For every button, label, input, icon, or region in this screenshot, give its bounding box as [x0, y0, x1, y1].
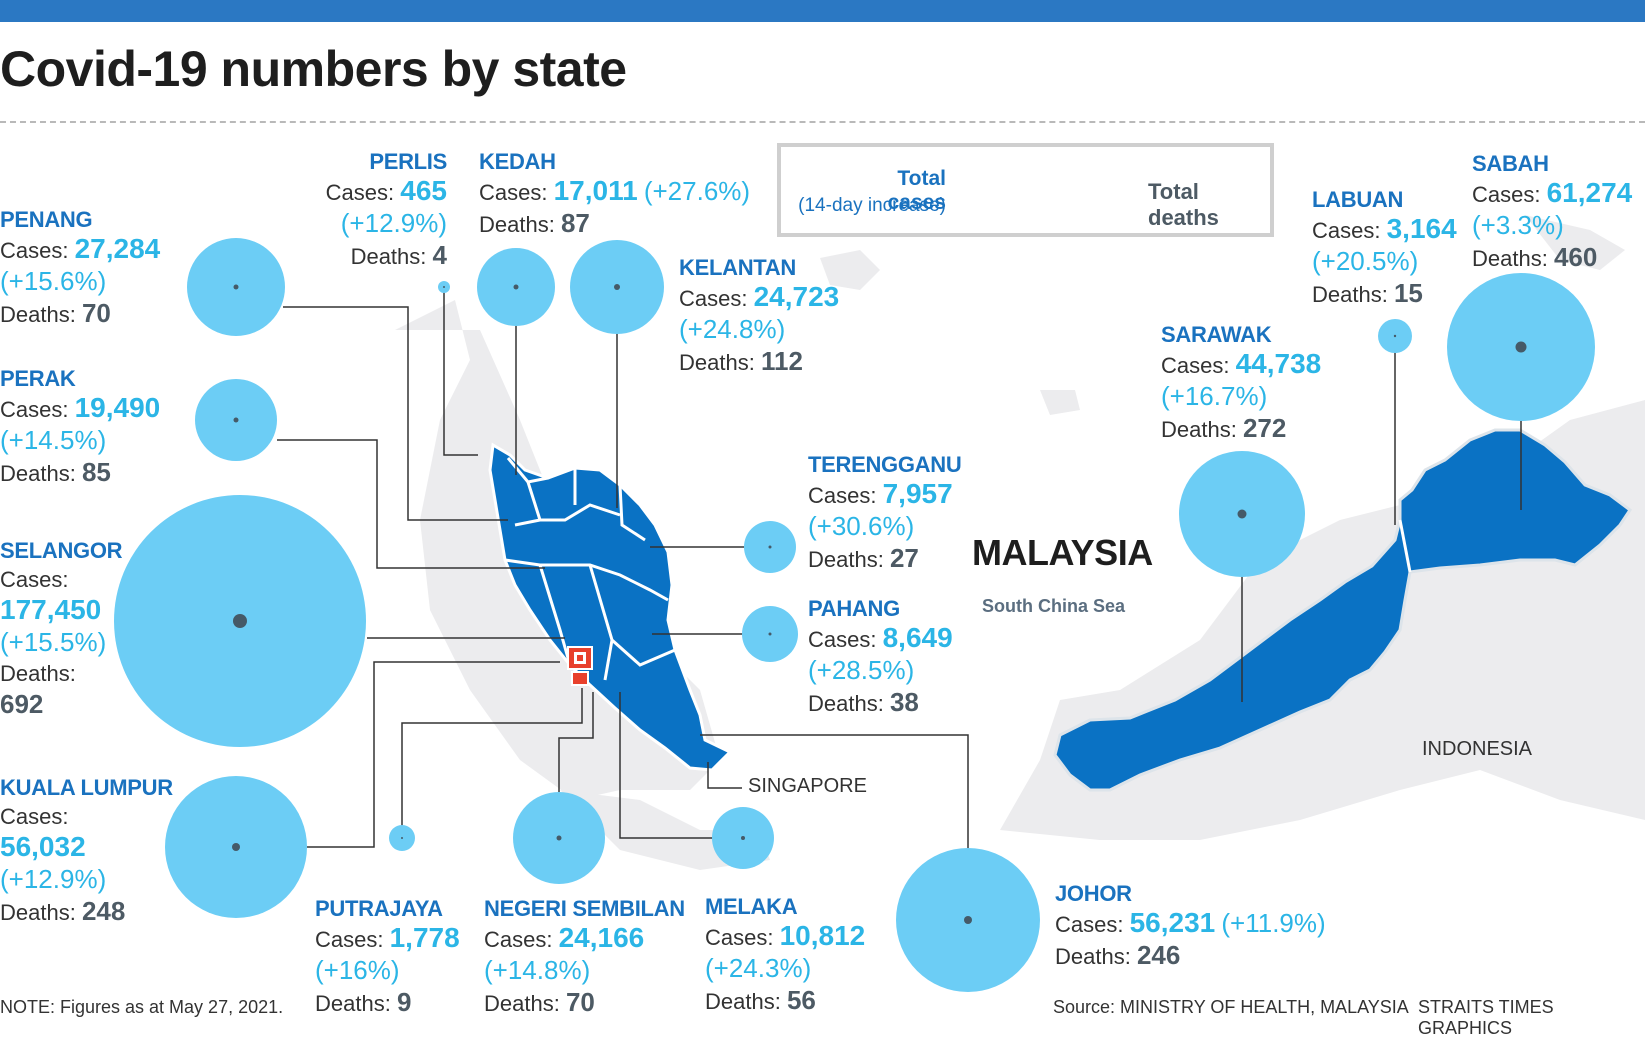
page-title: Covid-19 numbers by state [0, 41, 627, 97]
state-label-kedah: KEDAH Cases: 17,011 (+27.6%) Deaths: 87 [479, 149, 751, 238]
death-dots [232, 284, 1527, 924]
state-label-melaka: MELAKA Cases: 10,812 (+24.3%) Deaths: 56 [705, 894, 866, 1015]
state-label-sarawak: SARAWAK Cases: 44,738 (+16.7%) Deaths: 2… [1161, 322, 1322, 443]
square-marker-icon [567, 646, 593, 686]
title-divider [0, 121, 1645, 123]
state-label-perak: PERAK Cases: 19,490 (+14.5%) Deaths: 85 [0, 366, 161, 487]
state-label-putrajaya: PUTRAJAYA Cases: 1,778 (+16%) Deaths: 9 [315, 896, 460, 1017]
state-label-johor: JOHOR Cases: 56,231 (+11.9%) Deaths: 246 [1055, 881, 1326, 970]
state-label-kuala-lumpur: KUALA LUMPUR Cases: 56,032 (+12.9%) Deat… [0, 775, 173, 926]
borneo-malaysia [1053, 428, 1633, 792]
legend-total-deaths: Total deaths [1148, 179, 1219, 230]
state-label-kelantan: KELANTAN Cases: 24,723 (+24.8%) Deaths: … [679, 255, 840, 376]
neighbor-country-label: INDONESIA [1422, 738, 1533, 760]
legend-total-cases: Total cases [887, 167, 946, 214]
country-label: MALAYSIA [972, 532, 1153, 573]
state-label-terengganu: TERENGGANU Cases: 7,957 (+30.6%) Deaths:… [808, 452, 962, 573]
source-credit: Source: MINISTRY OF HEALTH, MALAYSIA [1053, 997, 1409, 1017]
city-label-singapore: SINGAPORE [748, 775, 867, 797]
state-label-perlis: PERLIS Cases: 465 (+12.9%) Deaths: 4 [325, 149, 448, 270]
state-label-selangor: SELANGOR Cases: 177,450 (+15.5%) Deaths:… [0, 538, 123, 719]
state-label-pahang: PAHANG Cases: 8,649 (+28.5%) Deaths: 38 [808, 596, 953, 717]
state-label-negeri-sembilan: NEGERI SEMBILAN Cases: 24,166 (+14.8%) D… [484, 896, 685, 1017]
top-banner-bar [0, 0, 1645, 22]
state-label-penang: PENANG Cases: 27,284 (+15.6%) Deaths: 70 [0, 207, 161, 328]
sea-label: South China Sea [982, 596, 1126, 616]
footnote: NOTE: Figures as at May 27, 2021. [0, 997, 284, 1017]
peninsular-malaysia [488, 442, 733, 772]
legend-increase: (14-day increase) [798, 195, 946, 216]
state-label-labuan: LABUAN Cases: 3,164 (+20.5%) Deaths: 15 [1312, 187, 1457, 308]
state-label-sabah: SABAH Cases: 61,274 (+3.3%) Deaths: 460 [1472, 151, 1633, 272]
legend-box: Total cases (14-day increase) Total deat… [777, 143, 1274, 237]
graphics-credit: STRAITS TIMES GRAPHICS [1418, 997, 1554, 1038]
